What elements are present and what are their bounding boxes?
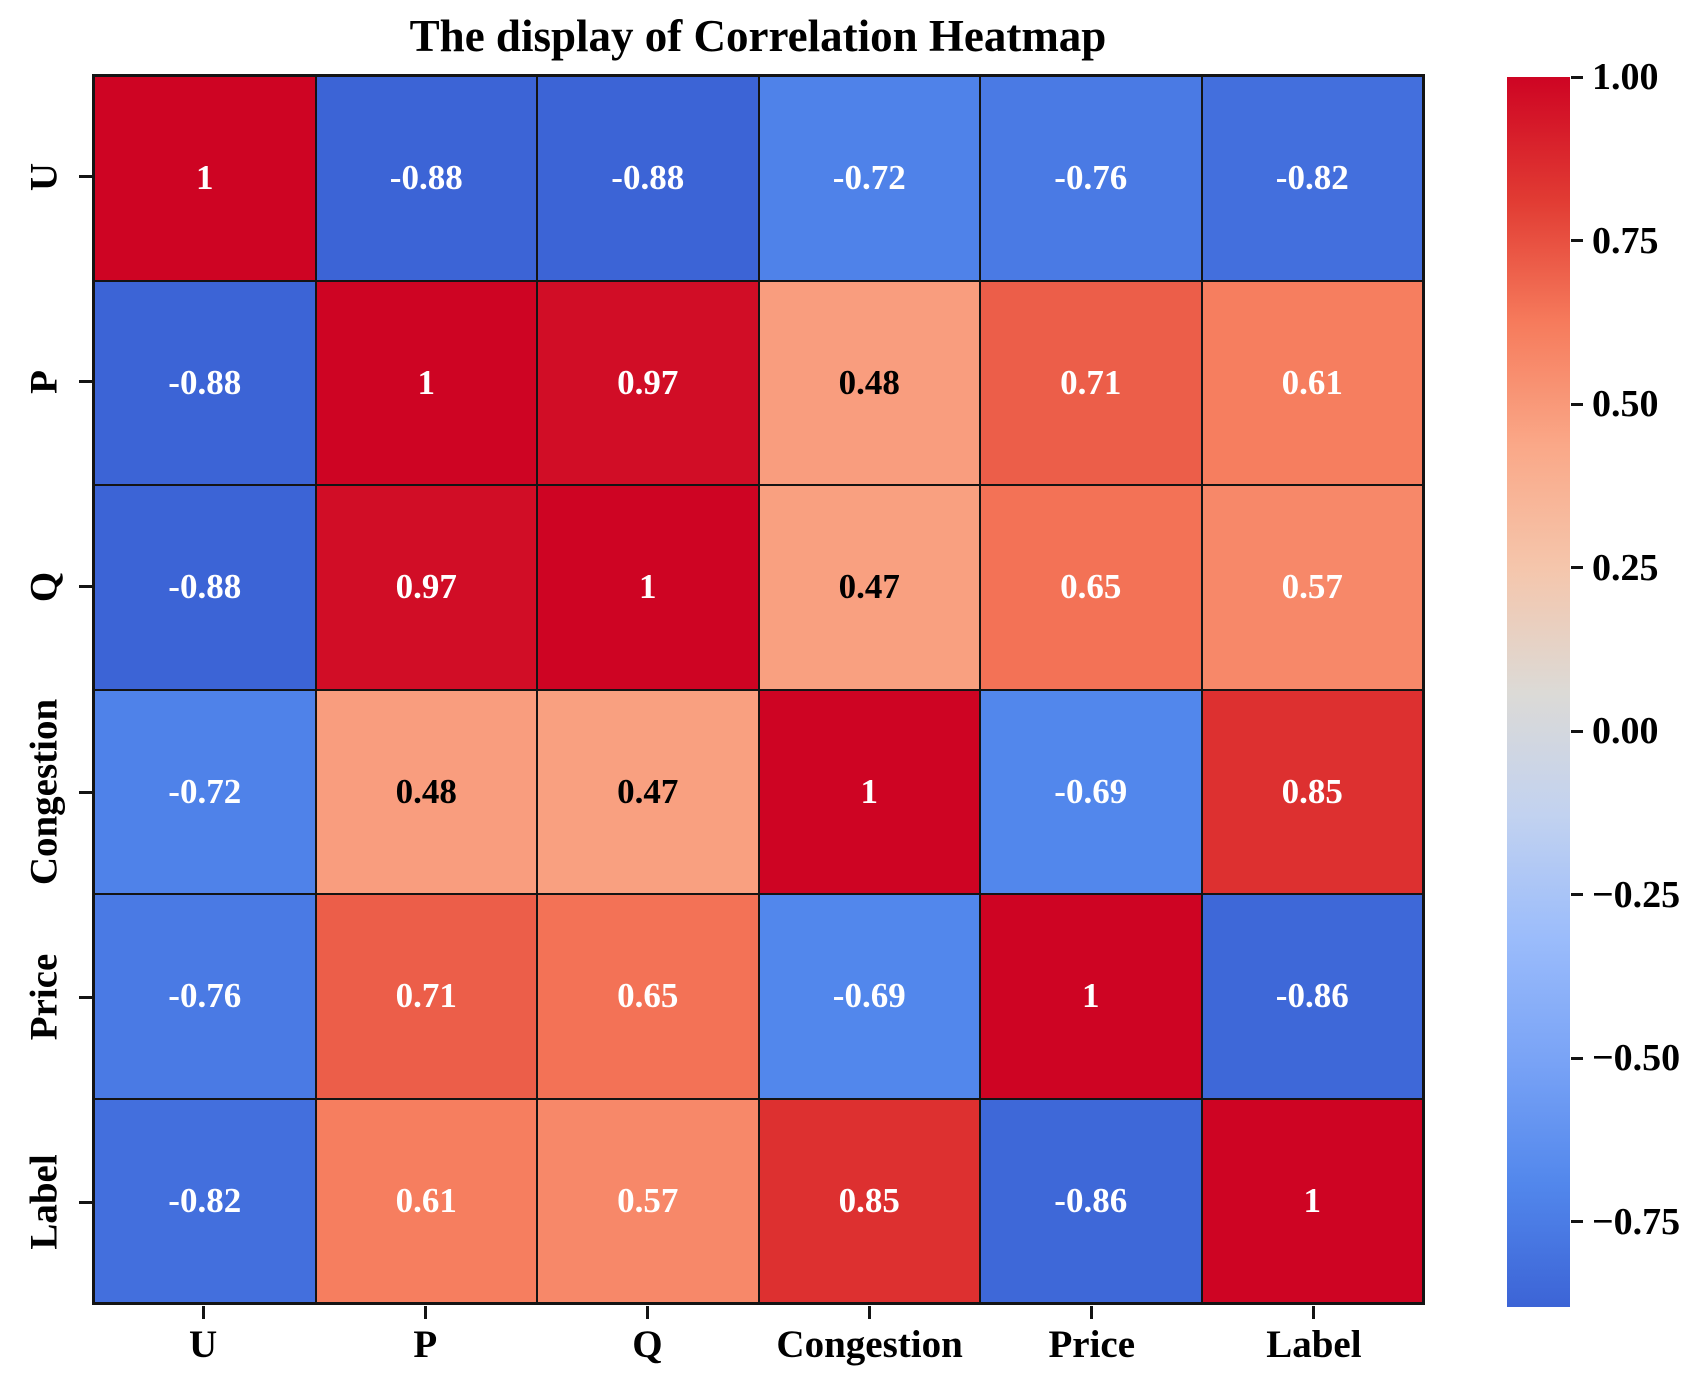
heatmap-cell: -0.69 (758, 894, 980, 1099)
x-axis-tick (868, 1306, 872, 1319)
heatmap-cell: -0.88 (94, 485, 316, 690)
y-axis-tick (79, 1200, 92, 1204)
y-axis-tick (79, 380, 92, 384)
colorbar-tick (1571, 239, 1583, 243)
heatmap-cell: 0.85 (758, 1098, 980, 1303)
heatmap-cell: -0.88 (537, 76, 759, 281)
y-axis-tick (79, 585, 92, 589)
x-axis-tick (645, 1306, 649, 1319)
colorbar-tick-label: −0.75 (1592, 1200, 1681, 1243)
y-axis-label: Congestion (22, 698, 66, 886)
heatmap-cell: 0.48 (315, 689, 537, 894)
y-axis-label: Q (22, 571, 66, 603)
heatmap-cell: 0.97 (315, 485, 537, 690)
colorbar-tick (1571, 1056, 1583, 1060)
y-axis-label: U (22, 162, 66, 191)
heatmap-cell: 0.85 (1201, 689, 1423, 894)
heatmap-cell: 0.57 (537, 1098, 759, 1303)
chart-title: The display of Correlation Heatmap (409, 11, 1107, 61)
y-axis-label: Price (22, 953, 66, 1041)
heatmap-cell: 1 (980, 894, 1202, 1099)
heatmap-cell: -0.76 (94, 894, 316, 1099)
heatmap-cell: -0.88 (94, 280, 316, 485)
heatmap-cell: 0.47 (758, 485, 980, 690)
x-axis-label: Congestion (776, 1323, 963, 1366)
colorbar-tick-label: 0.75 (1592, 219, 1659, 262)
colorbar-tick (1571, 75, 1583, 79)
x-axis-tick (1312, 1306, 1316, 1319)
y-axis-tick (79, 790, 92, 794)
colorbar-tick (1571, 1220, 1583, 1224)
heatmap-cell: 0.97 (537, 280, 759, 485)
heatmap-cell: -0.76 (980, 76, 1202, 281)
x-axis-label: U (188, 1323, 218, 1366)
colorbar-tick-label: 0.25 (1592, 546, 1659, 589)
colorbar-tick-label: 0.00 (1592, 710, 1659, 753)
heatmap-cell: -0.82 (1201, 76, 1423, 281)
x-axis-label: P (413, 1323, 438, 1366)
x-axis-tick (1090, 1306, 1094, 1319)
x-axis-label: Q (632, 1323, 663, 1366)
heatmap-cell: -0.82 (94, 1098, 316, 1303)
colorbar-tick (1571, 402, 1583, 406)
colorbar-tick-label: 1.00 (1592, 56, 1659, 98)
colorbar (1507, 77, 1570, 1307)
colorbar-tick-label: −0.25 (1592, 873, 1681, 916)
x-axis-tick (423, 1306, 427, 1319)
colorbar-tick (1571, 566, 1583, 570)
heatmap-grid: 1 -0.88 -0.88 -0.72 -0.76 -0.82 -0.88 1 0.97 0.48… (92, 74, 1425, 1305)
heatmap-cell: 1 (758, 689, 980, 894)
heatmap-cell: 1 (94, 76, 316, 281)
heatmap-cell: 0.61 (1201, 280, 1423, 485)
y-axis-tick (79, 995, 92, 999)
y-axis-tick (79, 175, 92, 179)
heatmap-cell: -0.72 (758, 76, 980, 281)
x-axis-label: Label (1266, 1323, 1362, 1366)
heatmap-cell: 1 (537, 485, 759, 690)
heatmap-cell: 0.47 (537, 689, 759, 894)
heatmap-cell: -0.86 (980, 1098, 1202, 1303)
colorbar-tick (1571, 893, 1583, 897)
heatmap-cell: -0.88 (315, 76, 537, 281)
heatmap-cell: 0.48 (758, 280, 980, 485)
colorbar-tick (1571, 729, 1583, 733)
y-axis-label: P (22, 369, 66, 394)
heatmap-cell: 0.57 (1201, 485, 1423, 690)
heatmap-cell: 0.65 (980, 485, 1202, 690)
heatmap-cell: 0.61 (315, 1098, 537, 1303)
x-axis-tick (201, 1306, 205, 1319)
heatmap-cell: 1 (315, 280, 537, 485)
colorbar-tick-label: 0.50 (1592, 383, 1659, 426)
heatmap-cell: 0.71 (980, 280, 1202, 485)
y-axis-label: Label (22, 1154, 66, 1251)
colorbar-tick-label: −0.50 (1592, 1037, 1681, 1080)
heatmap-cell: 0.65 (537, 894, 759, 1099)
heatmap-cell: -0.69 (980, 689, 1202, 894)
heatmap-cell: -0.72 (94, 689, 316, 894)
heatmap-cell: 0.71 (315, 894, 537, 1099)
heatmap-cell: 1 (1201, 1098, 1423, 1303)
x-axis-label: Price (1048, 1323, 1136, 1366)
heatmap-cell: -0.86 (1201, 894, 1423, 1099)
